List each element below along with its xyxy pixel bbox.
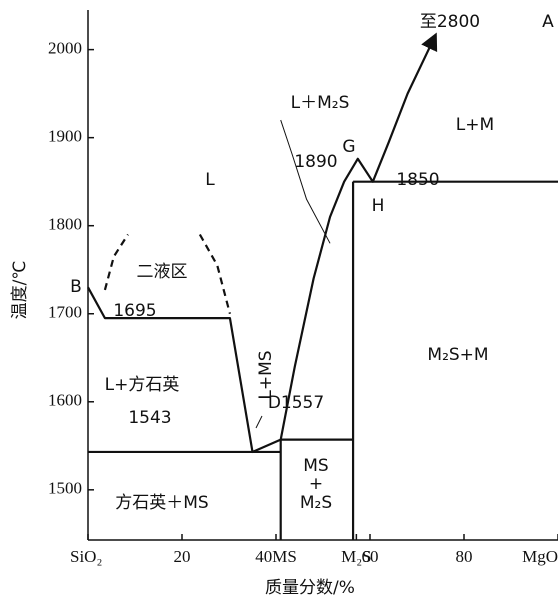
region-label: L＋M₂S	[291, 93, 350, 113]
x-tick-label: SiO₂	[70, 547, 102, 566]
x-tick-label: 20	[174, 547, 191, 566]
region-label: L	[205, 170, 215, 190]
region-label: 1850	[396, 170, 439, 190]
phase-boundary	[280, 119, 331, 244]
region-label: H	[372, 196, 385, 216]
region-label: G	[342, 137, 355, 157]
region-label: L+M	[456, 115, 494, 135]
region-label: 方石英＋MS	[115, 493, 208, 513]
x-axis-label: 质量分数/%	[265, 578, 355, 598]
region-label: MS	[303, 456, 328, 476]
region-label: B	[70, 277, 82, 297]
y-tick-label: 1500	[48, 479, 82, 498]
phase-boundary	[87, 32, 438, 454]
region-label: D1557	[268, 393, 324, 413]
region-label: L+方石英	[105, 375, 180, 395]
region-label: 1543	[128, 408, 171, 428]
region-label: M₂S+M	[427, 345, 488, 365]
region-label: 1890	[294, 152, 337, 172]
tie-mark	[255, 415, 263, 429]
region-label: +	[309, 474, 323, 494]
x-tick-label: 80	[456, 547, 473, 566]
region-label: 1695	[113, 301, 156, 321]
y-axis-label: 温度/℃	[10, 261, 30, 320]
x-tick-label: M₂S	[341, 547, 372, 566]
y-tick-label: 1900	[48, 127, 82, 146]
region-label: M₂S	[300, 493, 332, 513]
y-tick-label: 1800	[48, 215, 82, 234]
y-tick-label: 1700	[48, 303, 82, 322]
region-label: A	[542, 12, 554, 32]
phase-boundary	[198, 233, 232, 315]
y-tick-label: 1600	[48, 391, 82, 410]
x-tick-label: 60	[362, 547, 379, 566]
region-label: 二液区	[137, 262, 188, 282]
y-tick-label: 2000	[48, 39, 82, 58]
region-label: L+MS	[256, 350, 276, 399]
phase-boundary	[103, 233, 129, 291]
region-label: 至2800	[420, 12, 480, 32]
x-tick-label: MgO	[522, 547, 558, 566]
x-tick-label: 40MS	[255, 547, 297, 566]
